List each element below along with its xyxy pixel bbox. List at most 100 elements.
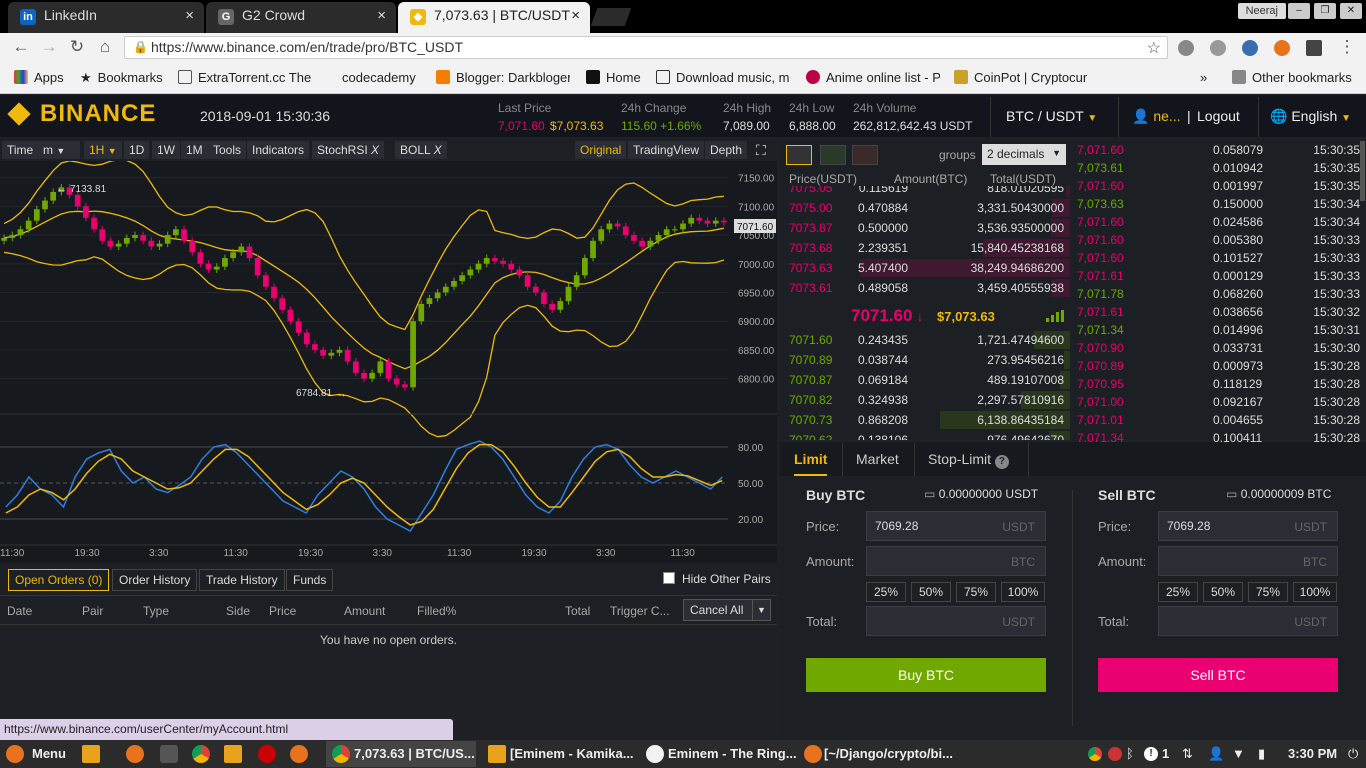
maximize-icon[interactable]: ❐ xyxy=(1314,3,1336,19)
tab-funds[interactable]: Funds xyxy=(286,569,334,591)
browser-profile[interactable]: Neeraj xyxy=(1237,3,1286,19)
boll-indicator[interactable]: BOLL X xyxy=(395,141,447,159)
extension-cast-icon[interactable] xyxy=(1306,40,1322,56)
tab-g2crowd[interactable]: G G2 Crowd × xyxy=(206,2,396,33)
interval-1h[interactable]: 1H ▼ xyxy=(84,141,122,159)
indicators-button[interactable]: Indicators xyxy=(247,141,310,159)
orderbook-row[interactable]: 7073.87 0.500000 3,536.93500000 xyxy=(780,218,1070,238)
logout-link[interactable]: Logout xyxy=(1197,108,1240,124)
bookmark-home[interactable]: Home xyxy=(586,70,641,85)
taskbar-window-editor[interactable]: [~/Django/crypto/bi... xyxy=(824,746,953,761)
home-icon[interactable]: ⌂ xyxy=(99,37,111,56)
tab-open-orders[interactable]: Open Orders (0) xyxy=(8,569,110,591)
interval-1w[interactable]: 1W xyxy=(152,141,180,159)
sell-pct-50[interactable]: 50% xyxy=(1203,582,1243,602)
tray-chrome-icon[interactable] xyxy=(1088,747,1102,761)
tab-order-history[interactable]: Order History xyxy=(112,569,198,591)
fullscreen-icon[interactable]: ⛶ xyxy=(756,142,766,158)
clock[interactable]: 3:30 PM xyxy=(1288,746,1338,761)
close-icon[interactable]: × xyxy=(571,7,580,24)
sublime-icon[interactable] xyxy=(290,745,308,763)
cancel-all-button[interactable]: Cancel All ▼ xyxy=(683,599,771,621)
network-icon[interactable]: ⇅ xyxy=(1182,746,1193,761)
book-view-asks-icon[interactable] xyxy=(852,145,878,165)
close-icon[interactable]: × xyxy=(185,7,194,24)
terminal-icon[interactable] xyxy=(160,745,178,763)
orderbook-row[interactable]: 7073.63 5.407400 38,249.94686200 xyxy=(780,258,1070,278)
chevron-down-icon[interactable]: ▼ xyxy=(752,600,770,620)
bookmark-coinpot[interactable]: CoinPot | Cryptocur xyxy=(954,70,1088,85)
bookmark-download-music[interactable]: Download music, m xyxy=(656,70,790,85)
buy-total-input[interactable]: USDT xyxy=(866,606,1046,636)
column-side[interactable]: Side xyxy=(226,604,251,618)
book-view-bids-icon[interactable] xyxy=(820,145,846,165)
files-icon[interactable] xyxy=(82,745,100,763)
bookmark-extratorrent[interactable]: ExtraTorrent.cc The xyxy=(178,70,312,85)
bookmark-anime[interactable]: Anime online list - P xyxy=(806,70,940,85)
bookmarks-overflow-icon[interactable]: » xyxy=(1200,70,1208,85)
bookmark-star-icon[interactable]: ☆ xyxy=(1146,40,1161,57)
taskbar-window-eminem-folder[interactable]: [Eminem - Kamika... xyxy=(510,746,634,761)
extension-plane-icon[interactable] xyxy=(1242,40,1258,56)
folder-icon[interactable] xyxy=(224,745,242,763)
power-icon[interactable]: ⏻ xyxy=(1348,746,1359,761)
tab-stop-limit[interactable]: Stop-Limit ? xyxy=(928,448,1009,476)
column-amount[interactable]: Amount xyxy=(344,604,386,618)
interval-1d[interactable]: 1D xyxy=(124,141,150,159)
os-menu-button[interactable]: Menu xyxy=(32,746,66,761)
tab-market[interactable]: Market xyxy=(856,451,899,467)
column-trigger[interactable]: Trigger C... xyxy=(610,604,670,618)
orderbook-row[interactable]: 7075.05 0.115619 818.01020595 xyxy=(780,186,1070,198)
bookmark-bookmarks[interactable]: ★ Bookmarks xyxy=(80,70,163,86)
interval-1m[interactable]: 1M xyxy=(181,141,208,159)
tab-limit[interactable]: Limit xyxy=(794,448,828,476)
tools-button[interactable]: Tools xyxy=(208,141,247,159)
new-tab-button[interactable] xyxy=(590,8,632,26)
close-icon[interactable]: × xyxy=(377,7,386,24)
column-total[interactable]: Total xyxy=(565,604,591,618)
tab-linkedin[interactable]: in LinkedIn × xyxy=(8,2,204,33)
original-view-button[interactable]: Original xyxy=(575,141,627,159)
buy-pct-25[interactable]: 25% xyxy=(866,582,906,602)
sell-total-input[interactable]: USDT xyxy=(1158,606,1338,636)
column-pair[interactable]: Pair xyxy=(82,604,104,618)
orderbook-row[interactable]: 7073.68 2.239351 15,840.45238168 xyxy=(780,238,1070,258)
sell-pct-25[interactable]: 25% xyxy=(1158,582,1198,602)
buy-button[interactable]: Buy BTC xyxy=(806,658,1046,692)
sell-pct-75[interactable]: 75% xyxy=(1248,582,1288,602)
remove-icon[interactable]: X xyxy=(371,143,380,157)
reload-icon[interactable]: ↻ xyxy=(69,37,85,56)
scrollbar[interactable] xyxy=(1360,141,1365,201)
pair-selector[interactable]: BTC / USDT ▼ xyxy=(1006,108,1097,124)
forward-icon[interactable]: → xyxy=(40,37,58,56)
sell-pct-100[interactable]: 100% xyxy=(1293,582,1337,602)
battery-icon[interactable]: ▮ xyxy=(1258,746,1266,761)
window-close-icon[interactable]: ✕ xyxy=(1340,3,1362,19)
alert-icon[interactable]: ! xyxy=(1144,747,1158,761)
language-selector[interactable]: 🌐 English ▼ xyxy=(1270,108,1351,125)
column-price[interactable]: Price xyxy=(269,604,297,618)
price-chart[interactable]: 7150.00 7100.00 7050.00 7000.00 6950.00 6900.… xyxy=(0,161,777,563)
tab-trade-history[interactable]: Trade History xyxy=(199,569,285,591)
minute-interval-dropdown[interactable]: m ▼ xyxy=(38,141,80,159)
buy-pct-50[interactable]: 50% xyxy=(911,582,951,602)
user-icon[interactable]: 👤 xyxy=(1208,746,1225,761)
time-button[interactable]: Time xyxy=(2,141,39,159)
buy-pct-100[interactable]: 100% xyxy=(1001,582,1045,602)
orderbook-row[interactable]: 7075.00 0.470884 3,331.50430000 xyxy=(780,198,1070,218)
binance-logo[interactable]: BINANCE xyxy=(7,100,156,128)
book-view-both-icon[interactable] xyxy=(786,145,812,165)
firefox-icon[interactable] xyxy=(126,745,144,763)
minimize-icon[interactable]: – xyxy=(1288,3,1310,19)
help-icon[interactable]: ? xyxy=(994,455,1009,469)
os-menu-icon[interactable] xyxy=(6,745,24,763)
orderbook-row[interactable]: 7070.87 0.069184 489.19107008 xyxy=(780,370,1070,390)
stochrsi-indicator[interactable]: StochRSI X xyxy=(312,141,385,159)
groups-select[interactable]: 2 decimals ▼ xyxy=(982,144,1066,165)
buy-pct-75[interactable]: 75% xyxy=(956,582,996,602)
buy-price-input[interactable]: 7069.28 USDT xyxy=(866,511,1046,541)
hide-pairs-checkbox[interactable] xyxy=(663,572,675,584)
other-bookmarks[interactable]: Other bookmarks xyxy=(1232,70,1352,85)
bluetooth-icon[interactable]: ᛒ xyxy=(1126,746,1134,761)
taskbar-window-media[interactable]: Eminem - The Ring... xyxy=(668,746,797,761)
